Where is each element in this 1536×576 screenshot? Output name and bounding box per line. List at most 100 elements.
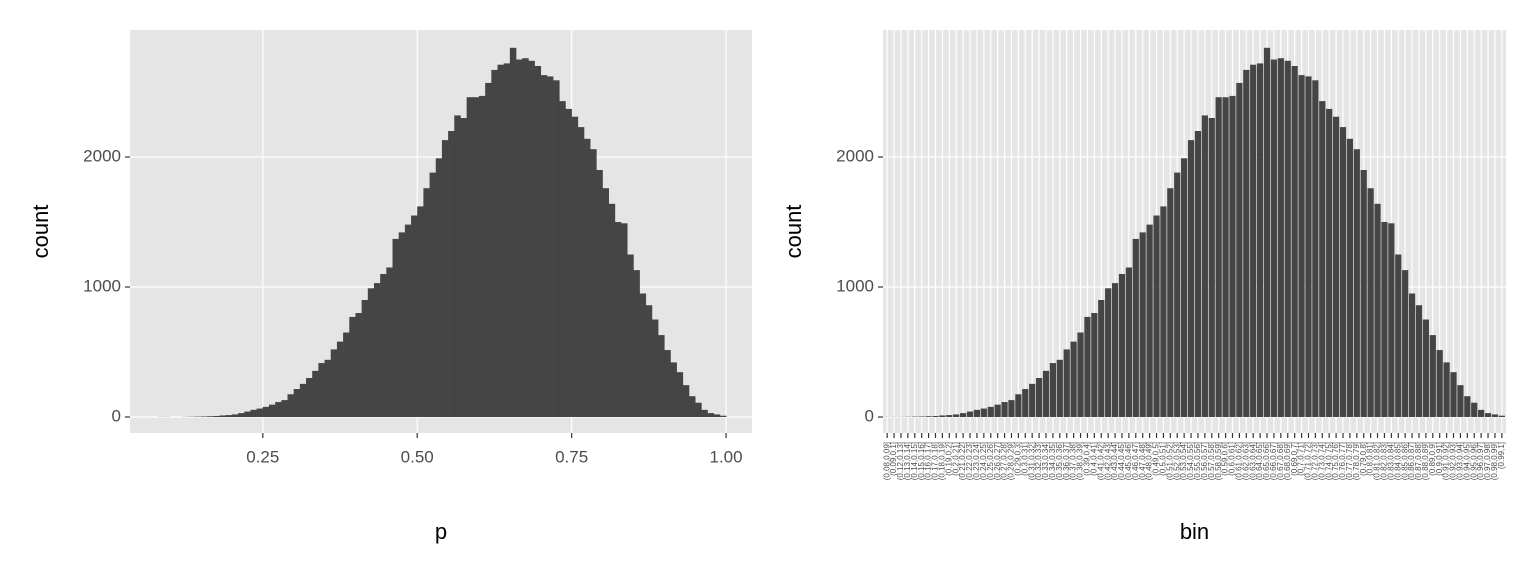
x-tick-label: (0.69,0.7] (1290, 442, 1299, 476)
x-tick-label: (0.84,0.85] (1393, 442, 1402, 480)
bar (1257, 63, 1264, 418)
y-tick-label: 1000 (83, 276, 121, 295)
bar (1022, 389, 1029, 418)
histogram-bar (522, 58, 529, 418)
histogram-bar (312, 370, 319, 418)
x-tick-label: 0.75 (555, 447, 588, 466)
x-tick-label: (0.19,0.2] (944, 442, 953, 476)
histogram-bar (639, 293, 647, 418)
bar (1208, 118, 1215, 418)
x-tick-label: (0.21,0.22] (958, 442, 967, 480)
x-tick-label: (0.93,0.94] (1456, 442, 1465, 480)
x-tick-label: (0.12,0.13] (896, 442, 905, 480)
histogram-bar (701, 409, 708, 418)
x-tick-label: (0.75,0.76] (1331, 442, 1340, 480)
bar (987, 406, 994, 418)
bar (1015, 394, 1022, 418)
x-tick-label: (0.31,0.32] (1027, 442, 1036, 480)
x-tick-label: (0.28,0.29] (1007, 442, 1016, 480)
x-tick-label: (0.79,0.8] (1359, 442, 1368, 476)
x-tick-label: (0.65,0.66] (1262, 442, 1271, 480)
histogram-bar (268, 404, 276, 418)
x-tick-label: (0.77,0.78] (1345, 442, 1354, 480)
histogram-bar (571, 116, 579, 418)
histogram-bar (553, 80, 560, 418)
bar (1381, 222, 1388, 418)
bar (1001, 402, 1008, 418)
bar (953, 414, 960, 418)
x-tick-label: (0.45,0.46] (1124, 442, 1133, 480)
bar (1105, 288, 1112, 418)
histogram-bar (361, 300, 369, 418)
x-tick-label: (0.64,0.65] (1255, 442, 1264, 480)
x-tick-label: (0.44,0.45] (1117, 442, 1126, 480)
x-tick-label: (0.32,0.33] (1034, 442, 1043, 480)
histogram-bar (602, 188, 609, 418)
bar (1084, 316, 1091, 418)
histogram-bar (565, 108, 572, 418)
bar (960, 413, 967, 418)
bar (1395, 254, 1402, 418)
bar (1215, 97, 1222, 418)
histogram-bar (608, 203, 616, 418)
y-tick-label: 0 (112, 406, 121, 425)
x-tick-label: (0.29,0.3] (1013, 442, 1022, 476)
x-tick-label: (0.39,0.4] (1083, 442, 1092, 476)
x-tick-label: (0.18,0.19] (938, 442, 947, 480)
bar (1471, 402, 1478, 418)
bar (1443, 362, 1450, 418)
bar (1326, 108, 1333, 418)
x-tick-label: (0.24,0.25] (979, 442, 988, 480)
x-tick-label: (0.49,0.5] (1152, 442, 1161, 476)
histogram-bar (485, 82, 492, 418)
histogram-bar (664, 350, 671, 418)
x-tick-label: (0.97,0.98] (1483, 442, 1492, 480)
bar (966, 411, 974, 418)
histogram-bar (429, 172, 437, 418)
histogram-bar (577, 127, 585, 418)
bar (1160, 206, 1167, 418)
histogram-bar (423, 188, 430, 418)
x-tick-label: (0.61,0.62] (1235, 442, 1244, 480)
bar (1063, 349, 1070, 418)
histogram-bar (707, 413, 715, 418)
y-axis-title: count (28, 205, 53, 259)
histogram-bar (225, 415, 233, 418)
bar (1146, 224, 1153, 418)
bar (1263, 47, 1271, 418)
bar (1305, 76, 1312, 418)
x-tick-label: (0.38,0.39] (1076, 442, 1085, 480)
x-tick-label: (0.96,0.97] (1476, 442, 1485, 480)
bar (1277, 58, 1284, 418)
x-tick-label: (0.76,0.77] (1338, 442, 1347, 480)
x-tick-label: (0.91,0.92] (1442, 442, 1451, 480)
bar (1457, 385, 1464, 418)
bar (1298, 75, 1305, 418)
histogram-bar (590, 149, 597, 418)
histogram-bar (201, 416, 208, 418)
x-axis-title: bin (1180, 519, 1209, 544)
histogram-bar (336, 341, 344, 418)
bar (1049, 363, 1057, 418)
histogram-bar (306, 378, 313, 418)
histogram-bar (583, 138, 591, 418)
bar (1042, 370, 1050, 418)
histogram-bar (682, 385, 690, 418)
x-tick-label: (0.89,0.9] (1428, 442, 1437, 476)
histogram-bar (330, 349, 338, 418)
bar (1291, 66, 1298, 418)
x-tick-label: (0.57,0.58] (1207, 442, 1216, 480)
x-tick-label: (0.3,0.31] (1020, 442, 1029, 476)
bar (1388, 223, 1395, 418)
bar (925, 416, 932, 418)
x-tick-label: (0.63,0.64] (1248, 442, 1257, 480)
x-tick-label: (0.36,0.37] (1062, 442, 1071, 480)
histogram-bar (503, 63, 511, 418)
y-axis-title: count (781, 205, 806, 259)
histogram-bar (670, 362, 677, 418)
x-tick-label: (0.55,0.56] (1193, 442, 1202, 480)
x-tick-label: (0.53,0.54] (1179, 442, 1188, 480)
x-tick-label: (0.72,0.73] (1310, 442, 1319, 480)
histogram-bar (373, 283, 381, 418)
x-tick-label: (0.73,0.74] (1317, 442, 1326, 480)
